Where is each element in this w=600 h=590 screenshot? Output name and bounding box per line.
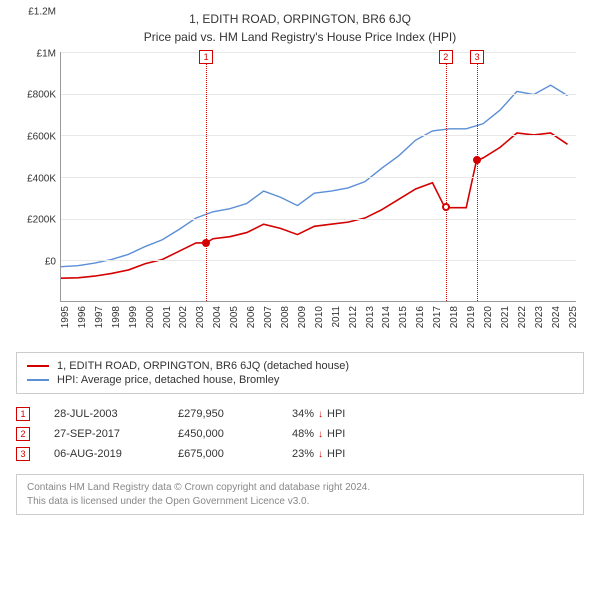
subtitle: Price paid vs. HM Land Registry's House … <box>16 30 584 44</box>
event-marker: 2 <box>439 50 453 64</box>
event-delta-suffix: HPI <box>327 448 345 460</box>
title-block: 1, EDITH ROAD, ORPINGTON, BR6 6JQ Price … <box>16 12 584 44</box>
legend: 1, EDITH ROAD, ORPINGTON, BR6 6JQ (detac… <box>16 352 584 394</box>
event-badge: 1 <box>16 407 30 421</box>
legend-swatch <box>27 365 49 367</box>
legend-swatch <box>27 379 49 381</box>
footer: Contains HM Land Registry data © Crown c… <box>16 474 584 515</box>
event-row: 3 06-AUG-2019 £675,000 23% ↓ HPI <box>16 444 584 464</box>
x-tick-label: 1995 <box>60 306 71 328</box>
address-title: 1, EDITH ROAD, ORPINGTON, BR6 6JQ <box>16 12 584 26</box>
event-marker: 1 <box>199 50 213 64</box>
x-tick-label: 2017 <box>432 306 443 328</box>
sale-dot <box>473 156 481 164</box>
event-date: 28-JUL-2003 <box>54 408 154 420</box>
down-arrow-icon: ↓ <box>318 449 323 460</box>
series-line-hpi <box>61 85 568 267</box>
footer-line-2: This data is licensed under the Open Gov… <box>27 495 573 509</box>
x-tick-label: 2003 <box>195 306 206 328</box>
event-delta-suffix: HPI <box>327 428 345 440</box>
gridline <box>61 260 576 261</box>
event-row: 2 27-SEP-2017 £450,000 48% ↓ HPI <box>16 424 584 444</box>
chart-container: 1, EDITH ROAD, ORPINGTON, BR6 6JQ Price … <box>0 0 600 527</box>
event-row: 1 28-JUL-2003 £279,950 34% ↓ HPI <box>16 404 584 424</box>
x-tick-label: 2014 <box>381 306 392 328</box>
event-price: £279,950 <box>178 408 268 420</box>
x-tick-label: 2024 <box>551 306 562 328</box>
down-arrow-icon: ↓ <box>318 429 323 440</box>
series-line-property <box>61 133 568 278</box>
x-tick-label: 2007 <box>263 306 274 328</box>
x-tick-label: 2020 <box>483 306 494 328</box>
x-tick-label: 2015 <box>398 306 409 328</box>
event-delta-pct: 34% <box>292 408 314 420</box>
sale-dot <box>442 203 450 211</box>
x-tick-label: 2006 <box>246 306 257 328</box>
x-tick-label: 2011 <box>331 306 342 328</box>
event-delta-pct: 48% <box>292 428 314 440</box>
down-arrow-icon: ↓ <box>318 409 323 420</box>
legend-label: HPI: Average price, detached house, Brom… <box>57 374 279 386</box>
y-axis: £0£200K£400K£600K£800K£1M£1.2M <box>16 52 60 302</box>
legend-row: 1, EDITH ROAD, ORPINGTON, BR6 6JQ (detac… <box>27 359 573 373</box>
x-tick-label: 1996 <box>77 306 88 328</box>
y-tick-label: £0 <box>45 257 56 268</box>
x-tick-label: 2013 <box>365 306 376 328</box>
gridline <box>61 177 576 178</box>
event-line <box>477 52 478 301</box>
event-marker: 3 <box>470 50 484 64</box>
event-delta-pct: 23% <box>292 448 314 460</box>
x-tick-label: 2000 <box>145 306 156 328</box>
x-tick-label: 2022 <box>517 306 528 328</box>
x-tick-label: 2021 <box>500 306 511 328</box>
event-badge: 3 <box>16 447 30 461</box>
legend-row: HPI: Average price, detached house, Brom… <box>27 373 573 387</box>
event-delta: 48% ↓ HPI <box>292 428 345 440</box>
x-tick-label: 2001 <box>162 306 173 328</box>
x-tick-label: 1999 <box>128 306 139 328</box>
event-date: 27-SEP-2017 <box>54 428 154 440</box>
event-delta-suffix: HPI <box>327 408 345 420</box>
gridline <box>61 52 576 53</box>
event-delta: 23% ↓ HPI <box>292 448 345 460</box>
x-tick-label: 2023 <box>534 306 545 328</box>
x-tick-label: 2008 <box>280 306 291 328</box>
x-tick-label: 2002 <box>178 306 189 328</box>
event-delta: 34% ↓ HPI <box>292 408 345 420</box>
gridline <box>61 135 576 136</box>
event-price: £675,000 <box>178 448 268 460</box>
x-tick-label: 2012 <box>348 306 359 328</box>
y-tick-label: £400K <box>27 173 56 184</box>
y-tick-label: £800K <box>27 90 56 101</box>
event-line <box>446 52 447 301</box>
chart-area: £0£200K£400K£600K£800K£1M£1.2M 123 19951… <box>16 52 584 342</box>
legend-label: 1, EDITH ROAD, ORPINGTON, BR6 6JQ (detac… <box>57 360 349 372</box>
x-tick-label: 2010 <box>314 306 325 328</box>
event-badge: 2 <box>16 427 30 441</box>
event-line <box>206 52 207 301</box>
x-tick-label: 2018 <box>449 306 460 328</box>
events-table: 1 28-JUL-2003 £279,950 34% ↓ HPI 2 27-SEP-2017 £… <box>16 404 584 464</box>
footer-line-1: Contains HM Land Registry data © Crown c… <box>27 481 573 495</box>
sale-dot <box>202 239 210 247</box>
y-tick-label: £600K <box>27 132 56 143</box>
x-axis: 1995 1996 1997 1998 1999 2000 2001 2002 2003 2004… <box>60 302 576 342</box>
y-tick-label: £1M <box>37 48 56 59</box>
x-tick-label: 2016 <box>415 306 426 328</box>
x-tick-label: 1998 <box>111 306 122 328</box>
x-tick-label: 2005 <box>229 306 240 328</box>
y-tick-label: £1.2M <box>28 7 56 18</box>
event-date: 06-AUG-2019 <box>54 448 154 460</box>
plot-area: 1 2 3 <box>60 52 576 302</box>
x-tick-label: 2025 <box>568 306 579 328</box>
x-tick-label: 2019 <box>466 306 477 328</box>
gridline <box>61 94 576 95</box>
x-tick-label: 2004 <box>212 306 223 328</box>
gridline <box>61 219 576 220</box>
y-tick-label: £200K <box>27 215 56 226</box>
event-price: £450,000 <box>178 428 268 440</box>
x-tick-label: 2009 <box>297 306 308 328</box>
x-tick-label: 1997 <box>94 306 105 328</box>
